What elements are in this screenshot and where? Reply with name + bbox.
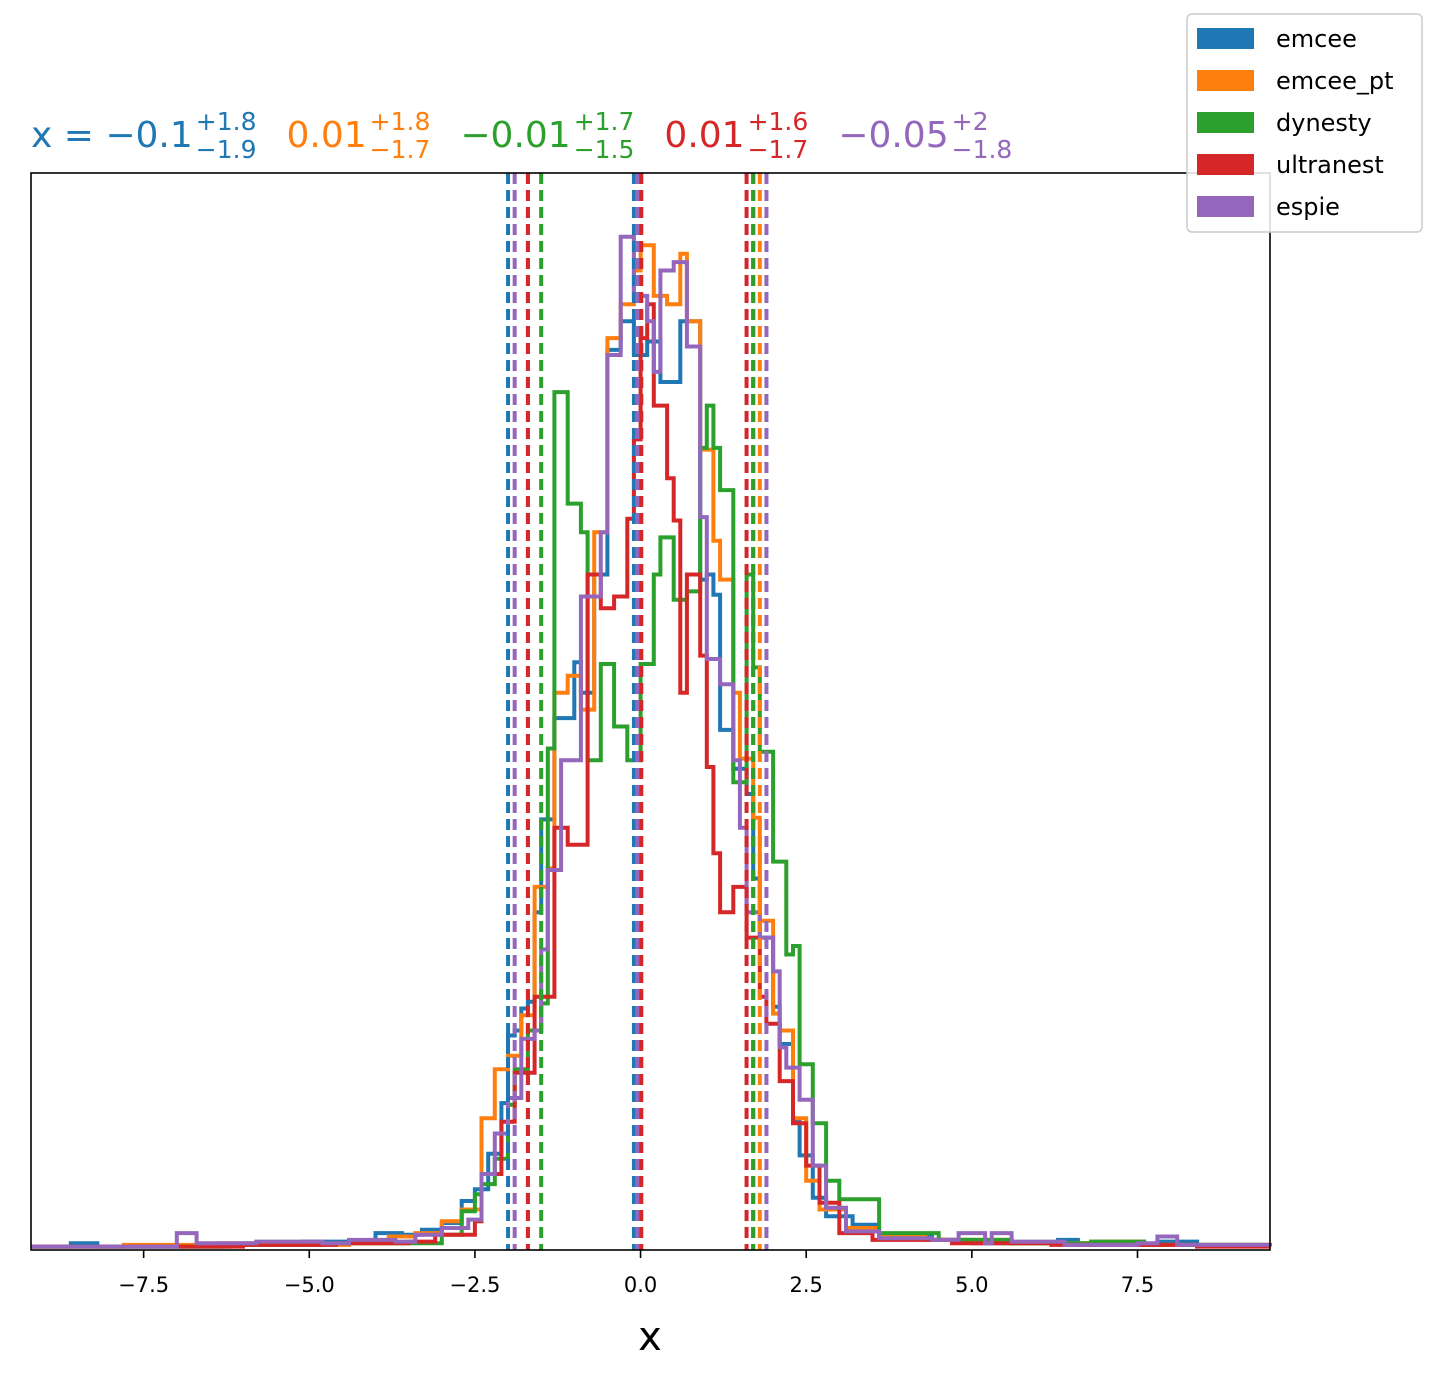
x-tick-label: −7.5	[118, 1273, 169, 1297]
legend-swatch-emcee	[1197, 28, 1254, 49]
legend-label-emcee: emcee	[1276, 25, 1357, 53]
summary-minus-ultranest: −1.7	[748, 135, 809, 164]
x-tick-label: 2.5	[790, 1273, 823, 1297]
summary-value-ultranest: 0.01	[664, 115, 744, 156]
summary-value-dynesty: −0.01	[460, 115, 570, 156]
summary-plus-espie: +2	[952, 107, 989, 136]
summary-header: x = −0.1 +1.8−1.9 0.01 +1.8−1.7 −0.01 +1.7−1.…	[31, 107, 1012, 164]
x-axis-ticks: −7.5 −5.0 −2.5 0.0 2.5 5.0 7.5	[118, 1250, 1154, 1297]
summary-plus-dynesty: +1.7	[574, 107, 635, 136]
histogram-espie	[31, 234, 1272, 1249]
histogram-emcee	[31, 319, 1270, 1249]
legend-swatch-emcee-pt	[1197, 70, 1254, 91]
x-tick-label: 0.0	[624, 1273, 657, 1297]
summary-value-emcee: x = −0.1	[31, 115, 193, 156]
legend-swatch-dynesty	[1197, 112, 1254, 133]
x-tick-label: 7.5	[1121, 1273, 1154, 1297]
summary-minus-dynesty: −1.5	[574, 135, 635, 164]
legend-swatch-espie	[1197, 196, 1254, 217]
x-tick-label: −2.5	[449, 1273, 500, 1297]
plot-frame	[30, 172, 1271, 1251]
x-axis-label: x	[638, 1314, 662, 1360]
legend-label-emcee-pt: emcee_pt	[1276, 67, 1394, 95]
summary-minus-emcee: −1.9	[196, 135, 257, 164]
summary-minus-espie: −1.8	[952, 135, 1013, 164]
x-tick-label: −5.0	[284, 1273, 335, 1297]
legend-label-espie: espie	[1276, 193, 1340, 221]
histogram-dynesty	[31, 390, 1270, 1249]
x-tick-label: 5.0	[955, 1273, 988, 1297]
histogram-emcee-pt	[31, 243, 1270, 1249]
histogram-layer	[31, 234, 1272, 1249]
legend-label-ultranest: ultranest	[1276, 151, 1384, 179]
legend-box	[1186, 13, 1423, 233]
quantile-lines-layer	[506, 173, 769, 1250]
summary-value-espie: −0.05	[838, 115, 948, 156]
summary-value-emcee-pt: 0.01	[287, 115, 367, 156]
summary-plus-emcee: +1.8	[196, 107, 257, 136]
legend-swatch-ultranest	[1197, 154, 1254, 175]
summary-minus-emcee-pt: −1.7	[370, 135, 431, 164]
summary-plus-ultranest: +1.6	[748, 107, 809, 136]
summary-plus-emcee-pt: +1.8	[370, 107, 431, 136]
histogram-ultranest	[31, 302, 1270, 1249]
legend-label-dynesty: dynesty	[1276, 109, 1372, 137]
